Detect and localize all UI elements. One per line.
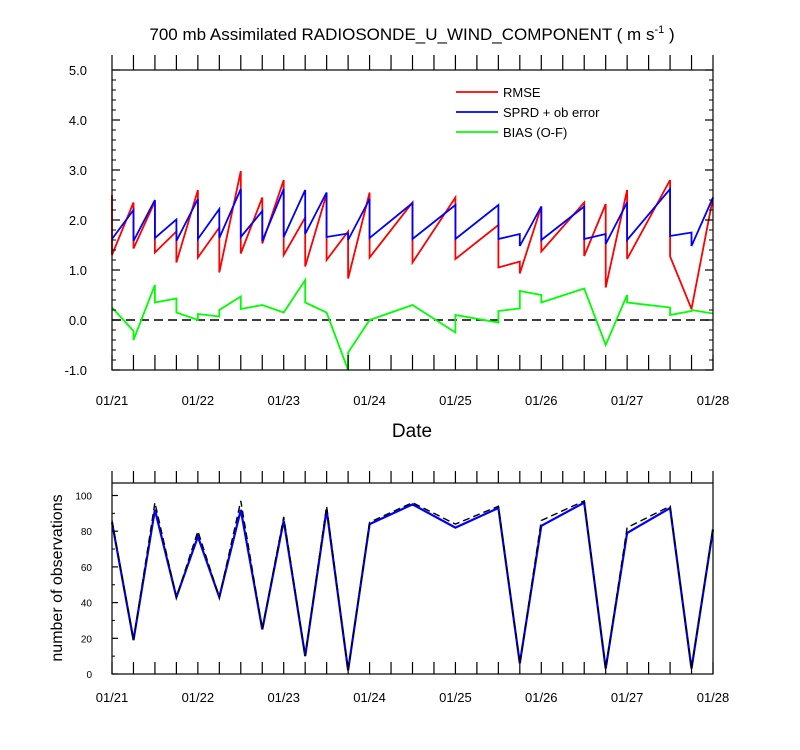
y-tick-label-bottom: 60: [81, 563, 93, 574]
x-tick-label: 01/23: [267, 393, 300, 408]
series-line-used: [110, 500, 715, 671]
x-tick-label: 01/25: [439, 393, 472, 408]
x-tick-label: 01/24: [353, 393, 386, 408]
y-tick-label: 2.0: [69, 213, 87, 228]
chart-title-main: 700 mb Assimilated RADIOSONDE_U_WIND_COM…: [149, 25, 654, 44]
chart-title-exponent: -1: [654, 24, 664, 36]
x-tick-label-bottom: 01/24: [353, 690, 386, 705]
bottom-chart: 0 20 40 60 80 100 01/21 01/22 01/23 01/24 01/25 01/…: [49, 471, 729, 705]
legend-label: RMSE: [503, 85, 541, 100]
x-tick-label: 01/22: [182, 393, 215, 408]
y-tick-label-bottom: 80: [81, 527, 93, 538]
legend-label: BIAS (O-F): [503, 125, 567, 140]
chart-title-close: ): [664, 25, 674, 44]
y-tick-label: 4.0: [69, 113, 87, 128]
legend: RMSE SPRD + ob error BIAS (O-F): [456, 85, 600, 140]
series-line-possible: [111, 499, 714, 671]
y-tick-label-bottom: 100: [75, 491, 92, 502]
x-tick-label-bottom: 01/22: [182, 690, 215, 705]
x-axis-label: Date: [392, 421, 432, 442]
x-tick-label-bottom: 01/27: [611, 690, 644, 705]
legend-label: SPRD + ob error: [503, 105, 600, 120]
series-line-rmse: [111, 170, 714, 313]
series-line-sprd-ob-error: [111, 186, 714, 247]
x-tick-label: 01/28: [697, 393, 730, 408]
plot-frame-bottom: [111, 482, 714, 675]
y-tick-label: 3.0: [69, 163, 87, 178]
x-tick-label: 01/27: [611, 393, 644, 408]
x-tick-label-bottom: 01/28: [697, 690, 730, 705]
y-tick-label: -1.0: [65, 363, 87, 378]
chart-title: 700 mb Assimilated RADIOSONDE_U_WIND_COM…: [149, 24, 674, 44]
x-tick-label-bottom: 01/23: [267, 690, 300, 705]
y-tick-label-bottom: 40: [81, 599, 93, 610]
y-tick-label: 0.0: [69, 313, 87, 328]
x-tick-label-bottom: 01/21: [96, 690, 129, 705]
y-tick-label: 1.0: [69, 263, 87, 278]
y-tick-label: 5.0: [69, 63, 87, 78]
y-axis-label-bottom: number of observations: [49, 494, 66, 661]
x-tick-label: 01/26: [525, 393, 558, 408]
x-tick-label-bottom: 01/25: [439, 690, 472, 705]
y-tick-label-bottom: 0: [86, 670, 92, 681]
x-tick-label-bottom: 01/26: [525, 690, 558, 705]
top-chart: 700 mb Assimilated RADIOSONDE_U_WIND_COM…: [65, 24, 730, 442]
series-line-bias-o-f: [111, 277, 714, 371]
x-tick-label: 01/21: [96, 393, 129, 408]
y-tick-label-bottom: 20: [81, 634, 93, 645]
